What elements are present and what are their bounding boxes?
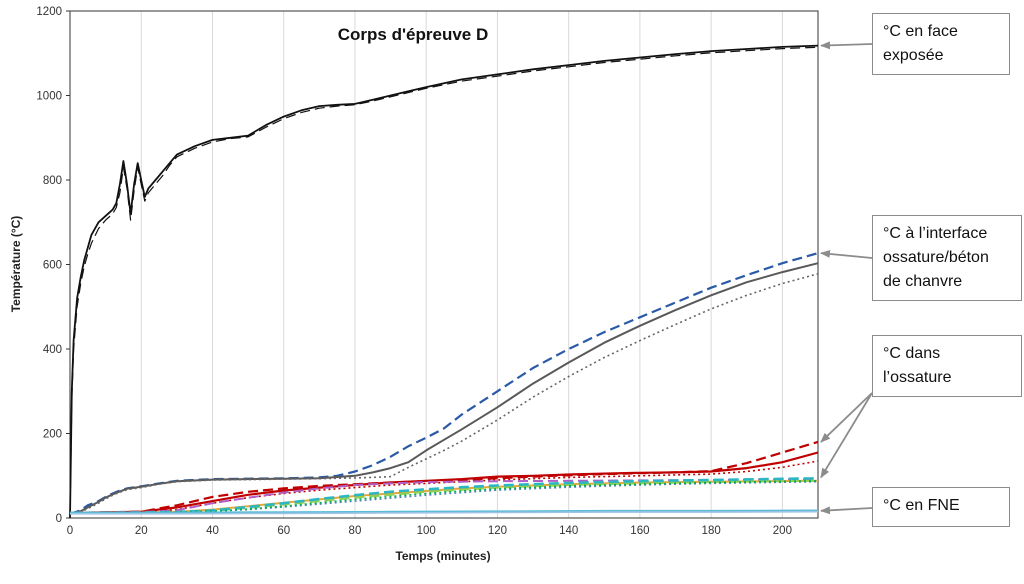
y-tick-label: 0 (56, 513, 62, 525)
vertical-gridlines (140, 11, 783, 518)
series-group (69, 44, 819, 519)
annotation-fne: °C en FNE (872, 487, 1010, 527)
series-line-14 (69, 480, 819, 514)
series-line-16 (70, 510, 819, 515)
annotation-arrow (820, 506, 873, 515)
x-tick-label: 120 (488, 525, 507, 537)
y-tick-label: 200 (43, 429, 62, 441)
annotation-arrow (820, 392, 873, 479)
x-tick-label: 0 (67, 525, 73, 537)
x-tick-label: 20 (135, 525, 148, 537)
annotation-arrow (820, 249, 873, 259)
y-tick-label: 400 (43, 344, 62, 356)
x-axis-title: Temps (minutes) (395, 549, 490, 563)
y-axis-title: Température (°C) (9, 216, 23, 313)
series-line-2 (69, 46, 819, 519)
annotation-arrows (820, 41, 873, 515)
y-tick-label: 800 (43, 175, 62, 187)
series-line-9 (69, 478, 819, 514)
axes: 0 20 40 60 80 100 120 140 160 180 200 0 200 400 600 800… (36, 6, 819, 537)
series-line-7 (69, 440, 819, 514)
x-tick-label: 40 (206, 525, 219, 537)
annotation-arrow (820, 41, 873, 50)
series-line-4 (69, 262, 819, 515)
x-tick-label: 60 (277, 525, 290, 537)
series-line-13 (69, 480, 819, 514)
series-line-1 (69, 44, 819, 519)
series-line-12 (69, 477, 819, 515)
y-tick-label: 600 (43, 260, 62, 272)
x-tick-label: 140 (559, 525, 578, 537)
plot-frame (69, 10, 819, 519)
series-line-11 (69, 479, 819, 514)
y-tick-label: 1200 (36, 6, 62, 18)
annotation-face-exposee: °C en face exposée (872, 13, 1010, 75)
x-tick-label: 160 (630, 525, 649, 537)
x-tick-label: 200 (773, 525, 792, 537)
series-line-15 (70, 509, 819, 515)
annotation-dans-ossature: °C dans l’ossature (872, 335, 1022, 397)
annotation-interface-ossature-beton: °C à l’interface ossature/béton de chanv… (872, 215, 1022, 301)
y-tick-label: 1000 (36, 91, 62, 103)
x-tick-label: 180 (702, 525, 721, 537)
x-tick-label: 100 (417, 525, 436, 537)
x-tick-label: 80 (349, 525, 362, 537)
series-line-5 (69, 273, 819, 515)
series-line-3 (69, 252, 819, 515)
annotation-arrow (820, 392, 873, 443)
series-line-10 (69, 479, 819, 514)
chart-title: Corps d'épreuve D (338, 25, 488, 44)
